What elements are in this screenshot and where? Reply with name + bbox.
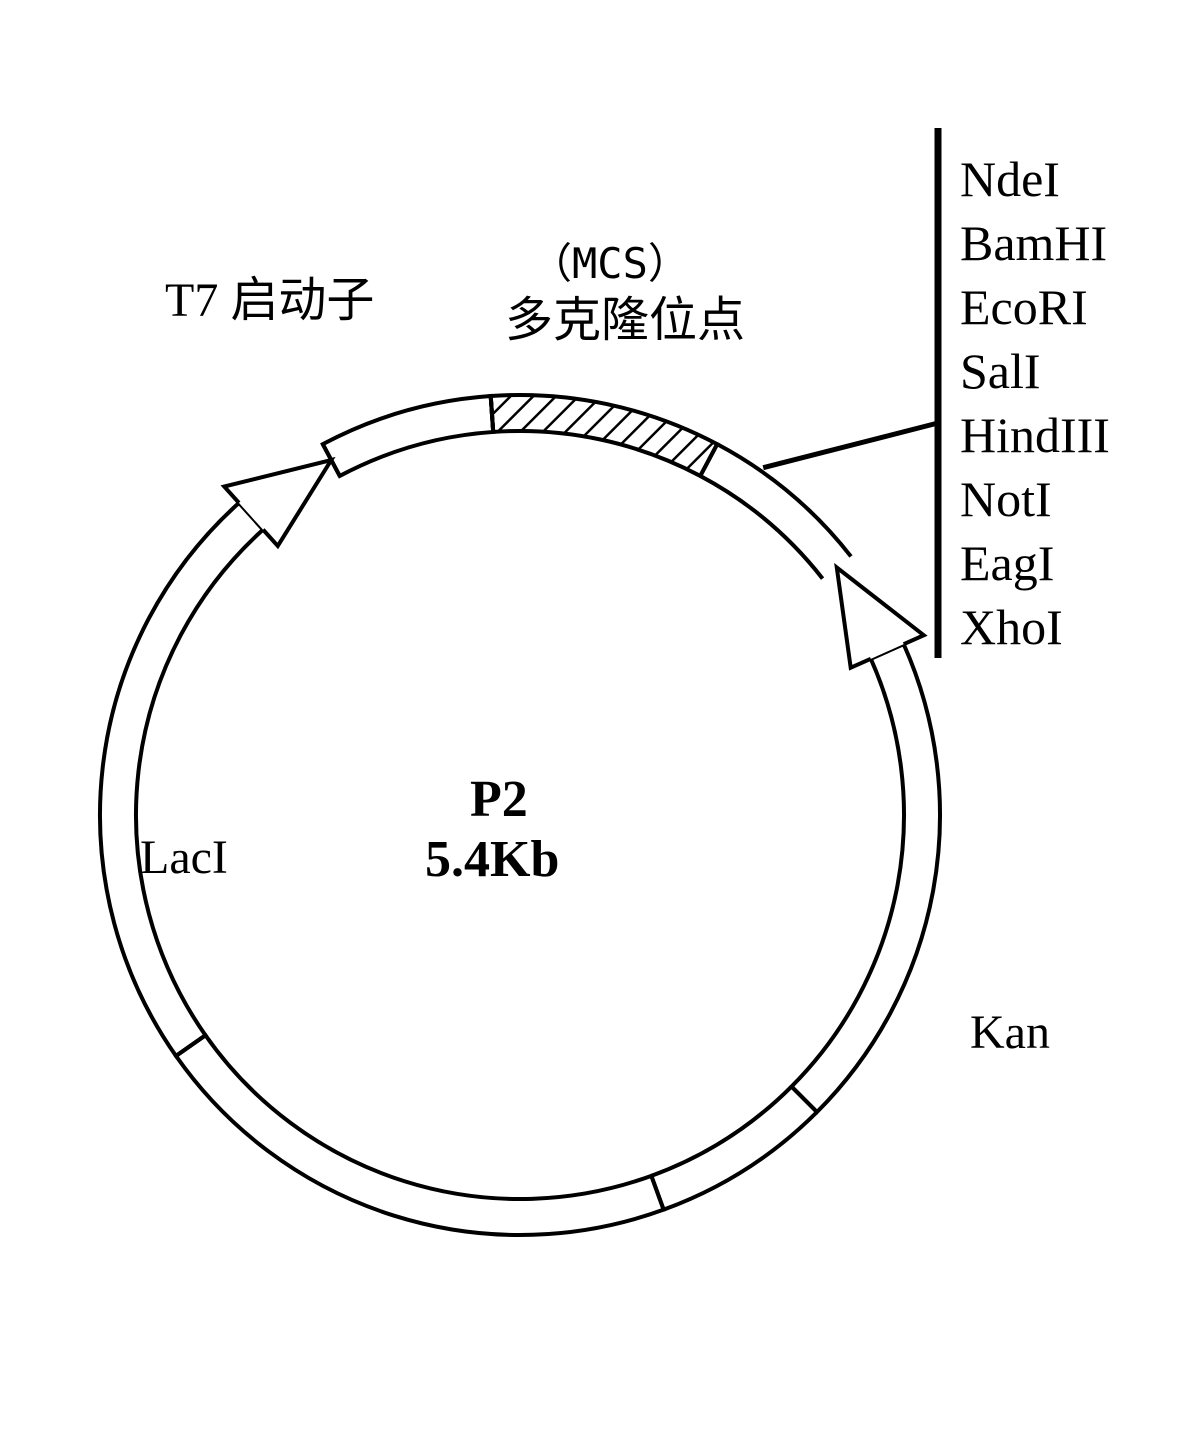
t7-promoter-label: T7 启动子 (165, 260, 374, 330)
enzyme-hindiii: HindIII (960, 406, 1110, 464)
enzyme-bamhi: BamHI (960, 214, 1107, 272)
enzyme-noti: NotI (960, 470, 1052, 528)
plasmid-size: 5.4Kb (425, 830, 559, 889)
enzyme-sali: SalI (960, 342, 1041, 400)
mcs-label-bottom: 多克隆位点 (505, 280, 745, 350)
enzyme-ndei: NdeI (960, 150, 1060, 208)
plasmid-map: T7 启动子 （MCS） 多克隆位点 LacI Kan P2 5.4Kb Nde… (0, 0, 1195, 1430)
kan-label: Kan (970, 1005, 1050, 1060)
laci-label: LacI (140, 830, 228, 885)
enzyme-eagi: EagI (960, 534, 1054, 592)
enzyme-ecori: EcoRI (960, 278, 1088, 336)
enzyme-xhoi: XhoI (960, 598, 1063, 656)
plasmid-name: P2 (470, 770, 528, 829)
